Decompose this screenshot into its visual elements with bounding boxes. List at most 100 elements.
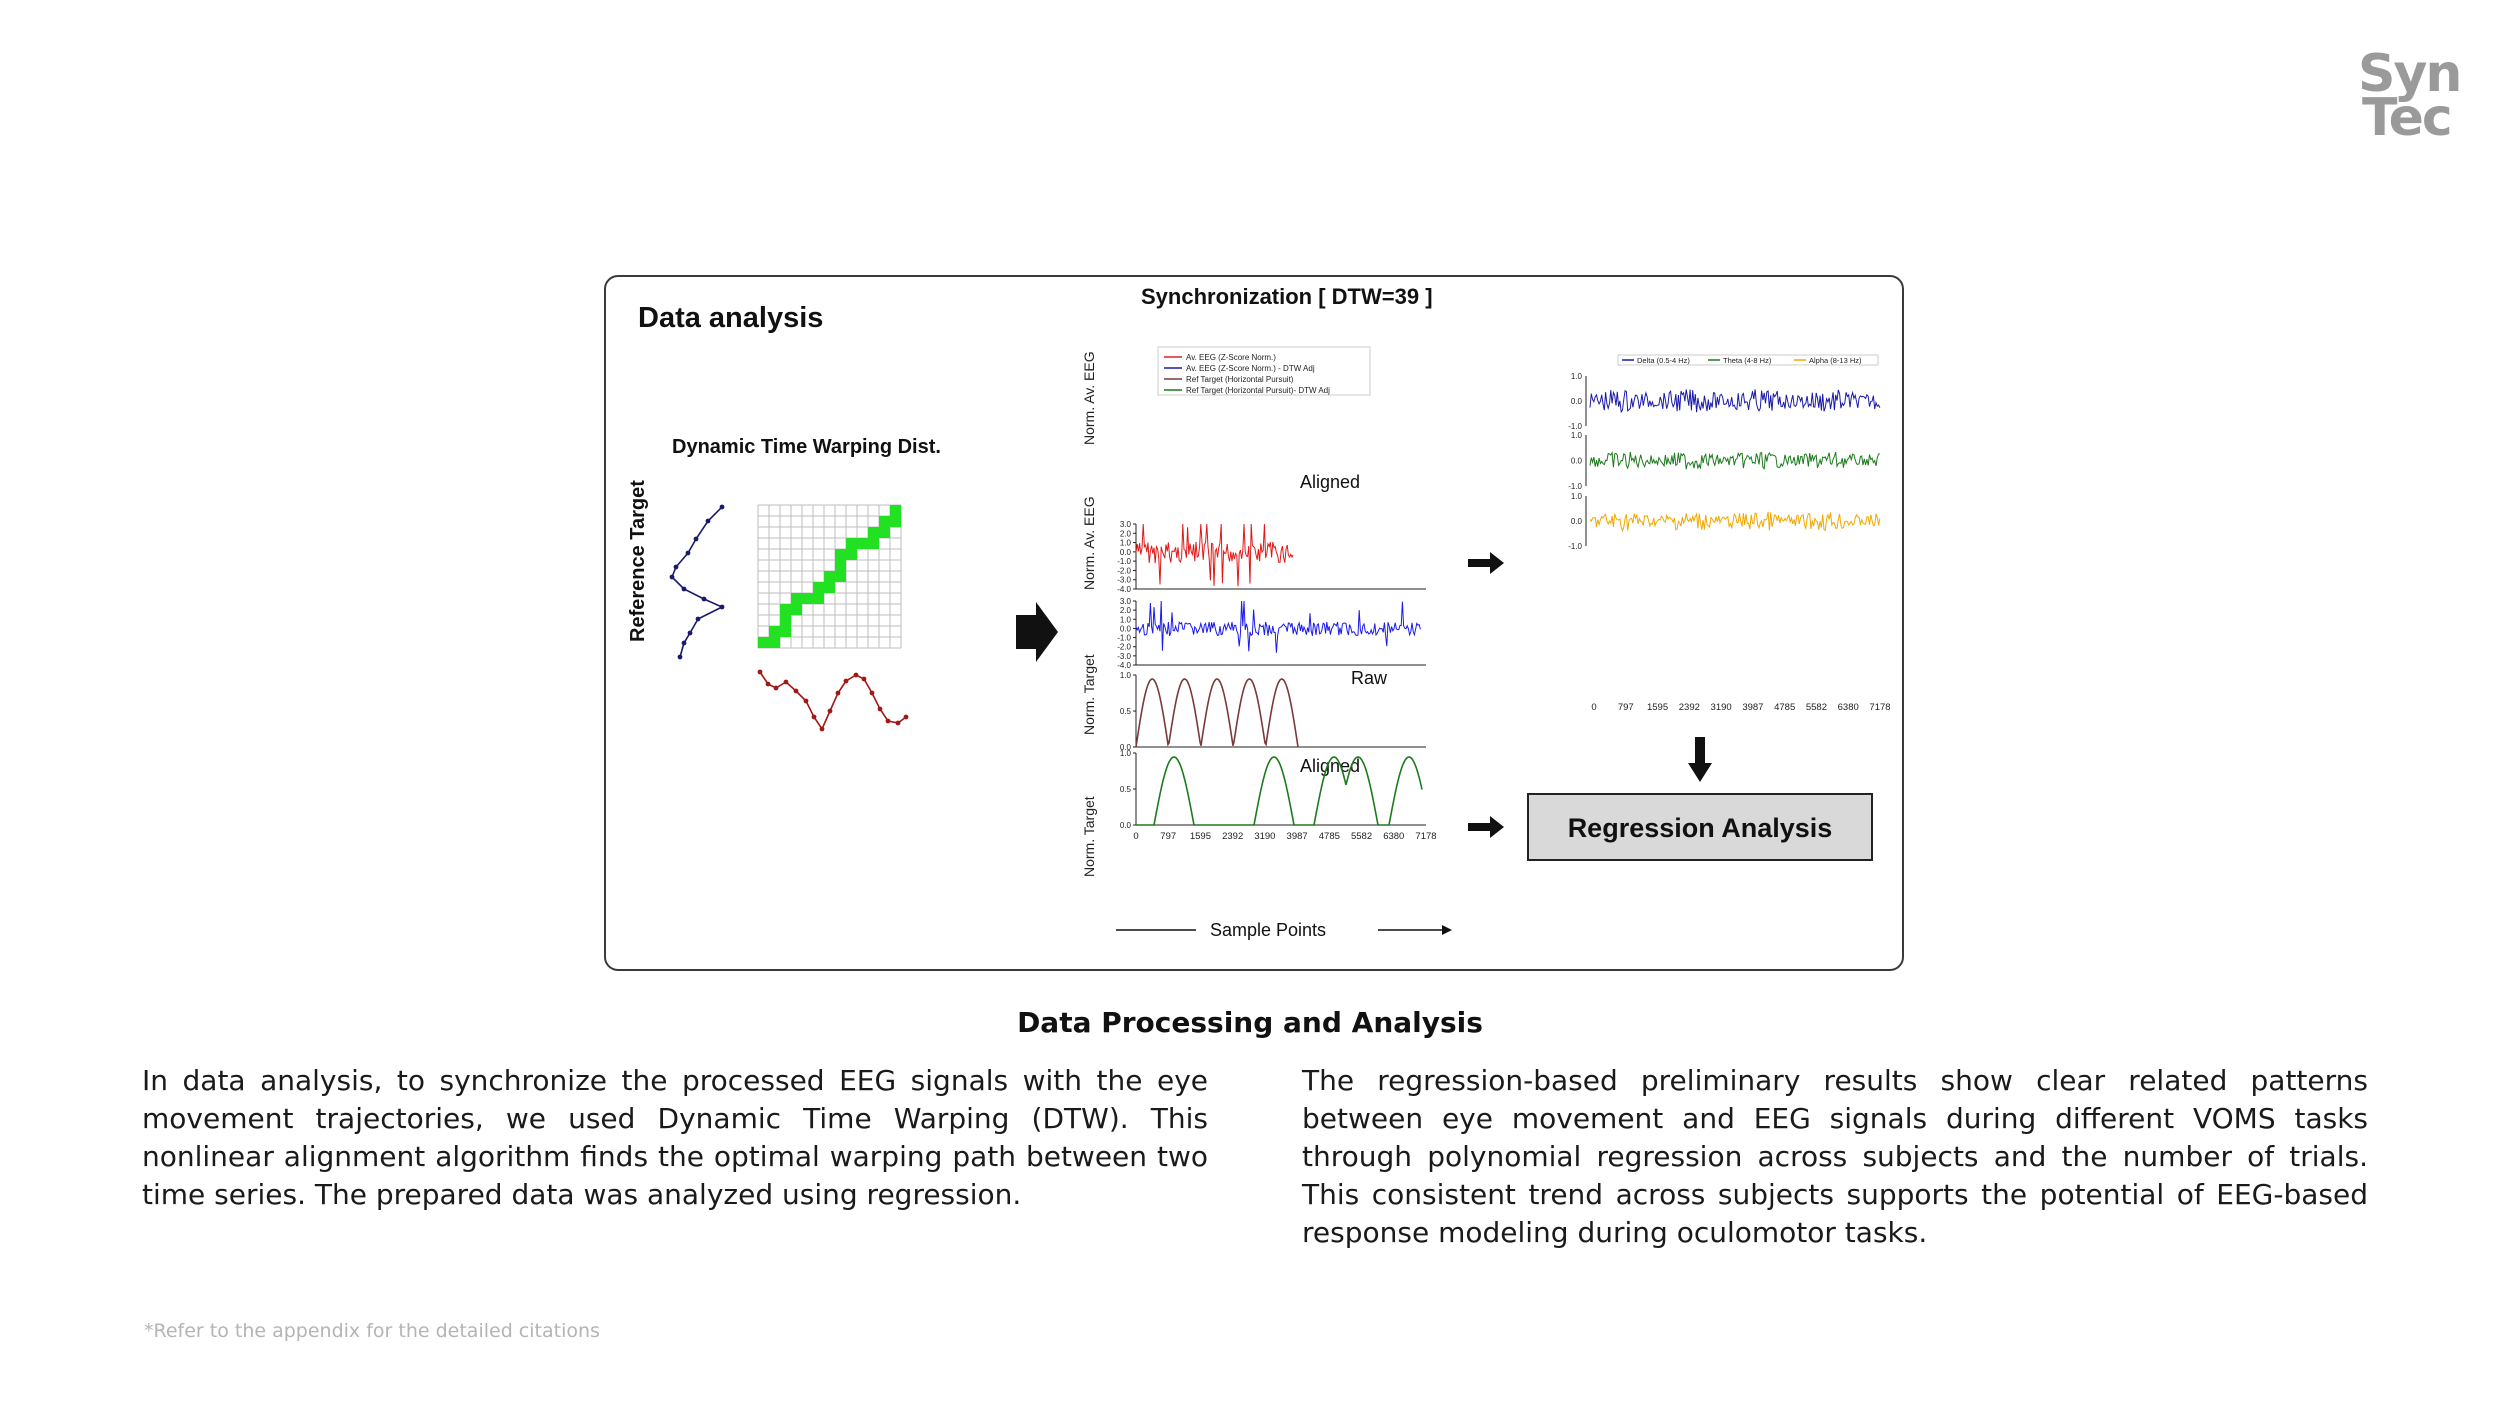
x-tick-label: 3987 (1287, 831, 1308, 842)
band-legend-label: Alpha (8-13 Hz) (1809, 356, 1862, 365)
tick-label-eeg-aligned: 3.0 (1120, 597, 1132, 606)
tick-label-eeg-raw: -2.0 (1117, 566, 1131, 575)
sync-legend-box (1157, 346, 1371, 396)
dtw-warping-path-cell (791, 604, 802, 615)
query-series-point (783, 679, 789, 685)
query-series-point (861, 676, 867, 682)
regression-box (1527, 793, 1873, 861)
reference-series-point (719, 504, 725, 510)
query-series-point (869, 690, 875, 696)
sync-legend-label: Av. EEG (Z-Score Norm.) (1186, 353, 1276, 362)
arrow-down-to-regression (1688, 737, 1712, 782)
query-series-point (827, 708, 833, 714)
dtw-warping-path-cell (824, 582, 835, 593)
band-tick-label-delta: 1.0 (1571, 372, 1583, 381)
query-series-point (793, 688, 799, 694)
dtw-warping-path-cell (769, 626, 780, 637)
dtw-warping-path-cell (835, 571, 846, 582)
dtw-warping-path-cell (890, 516, 901, 527)
x-tick-label: 0 (1133, 831, 1138, 842)
dtw-warping-path-cell (868, 527, 879, 538)
dtw-warping-path-cell (769, 637, 780, 648)
xlabel-sample-points: Sample Points (1210, 920, 1326, 940)
x-tick-label: 1595 (1190, 831, 1211, 842)
dtw-warping-path-cell (780, 615, 791, 626)
band-signal-theta (1589, 451, 1881, 471)
syntec-logo: Syn Tec (2358, 44, 2462, 148)
x-tick-label: 7178 (1415, 831, 1436, 842)
band-signal-alpha (1589, 511, 1881, 533)
dtw-warping-path-cell (780, 604, 791, 615)
band-x-tick-label: 3987 (1742, 702, 1763, 713)
band-x-tick-label: 2392 (1679, 702, 1700, 713)
dtw-warping-path-cell (890, 505, 901, 516)
reference-series-point (687, 630, 693, 636)
annotation-aligned-target: Aligned (1300, 756, 1360, 776)
query-series-point (843, 678, 849, 684)
figure-plots: 3.02.01.00.0-1.0-2.0-3.0-4.03.02.01.00.0… (669, 346, 1891, 842)
reference-series-point (705, 518, 711, 524)
query-series-point (853, 672, 859, 678)
query-series-point (773, 685, 779, 691)
regression-label: Regression Analysis (1568, 813, 1833, 843)
tick-label-eeg-aligned: -2.0 (1117, 643, 1131, 652)
reference-series-point (695, 616, 701, 622)
band-x-tick-label: 797 (1618, 702, 1634, 713)
reference-series-point (685, 550, 691, 556)
dtw-warping-path-cell (758, 637, 769, 648)
band-legend-label: Delta (0.5-4 Hz) (1637, 356, 1690, 365)
query-series-point (835, 690, 841, 696)
arrow-to-bands (1468, 552, 1504, 574)
band-x-tick-label: 1595 (1647, 702, 1668, 713)
annotation-raw: Raw (1351, 668, 1388, 688)
band-tick-label-alpha: 1.0 (1571, 492, 1583, 501)
ylabel-target-aligned: Norm. Target (1081, 796, 1097, 877)
query-series-point (757, 669, 763, 675)
sync-title: Synchronization [ DTW=39 ] (1141, 284, 1433, 309)
tick-label-target-raw: 0.0 (1120, 743, 1132, 752)
dtw-warping-path-cell (879, 516, 890, 527)
dtw-warping-path-cell (879, 527, 890, 538)
query-series-line (759, 671, 907, 731)
tick-label-eeg-aligned: -4.0 (1117, 661, 1131, 670)
band-tick-label-alpha: 0.0 (1571, 517, 1583, 526)
tick-label-target-aligned: 0.0 (1120, 821, 1132, 830)
query-series-point (819, 726, 825, 732)
band-x-tick-label: 7178 (1869, 702, 1890, 713)
eeg-raw-signal (1135, 523, 1294, 587)
footnote: *Refer to the appendix for the detailed … (144, 1320, 600, 1342)
target-raw-signal (1135, 678, 1299, 748)
reference-series-point (673, 564, 679, 570)
band-legend-label: Theta (4-8 Hz) (1723, 356, 1772, 365)
reference-series-line (671, 506, 724, 658)
dtw-warping-path-cell (780, 626, 791, 637)
dtw-title: Dynamic Time Warping Dist. (672, 436, 941, 458)
reference-series-point (701, 596, 707, 602)
tick-label-target-aligned: 1.0 (1120, 749, 1132, 758)
dtw-warping-path-cell (802, 593, 813, 604)
sync-legend-label: Ref Target (Horizontal Pursuit) (1186, 375, 1294, 384)
dtw-warping-path-cell (846, 538, 857, 549)
tick-label-eeg-raw: -1.0 (1117, 557, 1131, 566)
band-tick-label-delta: -1.0 (1568, 422, 1582, 431)
eeg-aligned-signal (1135, 600, 1421, 653)
arrow-to-synchronization (1016, 602, 1058, 662)
x-tick-label: 3190 (1254, 831, 1275, 842)
dtw-warping-path-cell (868, 538, 879, 549)
section-title: Data Processing and Analysis (1017, 1006, 1483, 1039)
dtw-warping-path-cell (813, 582, 824, 593)
band-x-tick-label: 5582 (1806, 702, 1827, 713)
reference-series-point (677, 654, 683, 660)
target-aligned-signal (1136, 756, 1423, 826)
band-tick-label-delta: 0.0 (1571, 397, 1583, 406)
data-analysis-figure: Data analysis Dynamic Time Warping Dist.… (604, 275, 1904, 971)
band-tick-label-theta: 1.0 (1571, 431, 1583, 440)
tick-label-eeg-raw: -4.0 (1117, 585, 1131, 594)
panel-title: Data analysis (638, 302, 823, 334)
dtw-warping-path-cell (813, 593, 824, 604)
tick-label-eeg-aligned: -1.0 (1117, 634, 1131, 643)
paragraph-right: The regression-based preliminary results… (1302, 1064, 2368, 1249)
band-x-tick-label: 4785 (1774, 702, 1795, 713)
x-tick-label: 6380 (1383, 831, 1404, 842)
sync-legend-label: Av. EEG (Z-Score Norm.) - DTW Adj (1186, 364, 1315, 373)
